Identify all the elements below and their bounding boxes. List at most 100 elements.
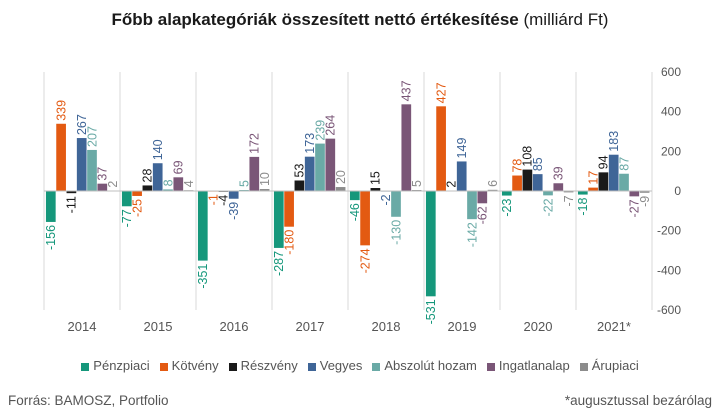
bar-6-2018 xyxy=(401,104,412,191)
data-label: -77 xyxy=(120,209,134,227)
bar-4-2017 xyxy=(304,156,315,191)
bar-3-2021* xyxy=(598,172,609,191)
bar-1-2017 xyxy=(273,191,284,248)
bar-3-2014 xyxy=(66,191,77,194)
bar-6-2020 xyxy=(553,183,564,191)
data-label: 239 xyxy=(313,120,327,141)
data-label: -62 xyxy=(476,206,490,224)
bar-2-2021* xyxy=(588,187,598,191)
bar-4-2014 xyxy=(76,138,87,191)
legend-label: Árupiaci xyxy=(591,358,639,373)
data-label: 69 xyxy=(172,160,186,174)
data-label: 172 xyxy=(248,133,262,154)
bar-6-2016 xyxy=(249,156,260,191)
bar-3-2015 xyxy=(142,185,153,191)
data-label: -39 xyxy=(227,202,241,220)
data-label: -287 xyxy=(272,251,286,276)
bar-3-2017 xyxy=(294,180,305,191)
data-label: -142 xyxy=(465,222,479,247)
legend-swatch xyxy=(486,362,495,371)
data-label: 17 xyxy=(586,171,600,185)
bar-2-2019 xyxy=(436,106,446,191)
bar-1-2015 xyxy=(121,191,132,207)
data-label: 39 xyxy=(552,166,566,180)
data-label: 264 xyxy=(324,115,338,136)
bar-4-2019 xyxy=(456,161,467,191)
data-label: 5 xyxy=(237,180,251,187)
data-label: 339 xyxy=(54,100,68,121)
legend-item: Kötvény xyxy=(159,358,219,373)
bar-2-2017 xyxy=(284,191,294,227)
bar-5-2018 xyxy=(391,191,401,217)
legend-label: Ingatlanalap xyxy=(498,358,570,373)
data-label: -351 xyxy=(196,264,210,289)
bar-2-2014 xyxy=(56,123,66,191)
legend-item: Ingatlanalap xyxy=(486,358,570,373)
x-tick-label: 2014 xyxy=(68,319,97,334)
x-tick-label: 2016 xyxy=(220,319,249,334)
bar-1-2014 xyxy=(45,191,56,222)
bar-7-2017 xyxy=(335,187,346,191)
data-label: 10 xyxy=(258,172,272,186)
data-label: -156 xyxy=(44,225,58,250)
data-label: -25 xyxy=(130,199,144,217)
bar-7-2016 xyxy=(259,189,270,191)
data-label: -23 xyxy=(500,199,514,217)
source-note: Forrás: BAMOSZ, Portfolio xyxy=(8,393,169,408)
legend-swatch xyxy=(81,362,90,371)
data-label: -531 xyxy=(424,299,438,324)
bar-7-2021* xyxy=(639,191,650,193)
data-label: 437 xyxy=(400,80,414,101)
bar-3-2020 xyxy=(522,169,533,191)
data-label: 140 xyxy=(151,139,165,160)
bar-4-2015 xyxy=(152,163,163,191)
data-label: -2 xyxy=(379,194,393,205)
bar-1-2018 xyxy=(349,191,360,201)
legend-swatch xyxy=(372,362,381,371)
x-tick-label: 2017 xyxy=(296,319,325,334)
y-tick-label: -400 xyxy=(657,263,681,277)
bar-6-2021* xyxy=(629,191,640,197)
data-label: 108 xyxy=(521,146,535,167)
bar-2-2020 xyxy=(512,175,522,191)
bar-6-2014 xyxy=(97,183,108,191)
legend-label: Pénzpiaci xyxy=(93,358,150,373)
data-label: -4 xyxy=(217,195,231,206)
legend-item: Árupiaci xyxy=(579,358,639,373)
chart-legend: Pénzpiaci Kötvény Részvény Vegyes Abszolút h… xyxy=(0,358,720,373)
legend-swatch xyxy=(579,362,588,371)
x-tick-label: 2020 xyxy=(524,319,553,334)
bar-1-2016 xyxy=(197,191,208,261)
data-label: 20 xyxy=(334,170,348,184)
x-tick-label: 2019 xyxy=(448,319,477,334)
data-label: 2 xyxy=(445,181,459,188)
data-label: 427 xyxy=(434,82,448,103)
data-label: -274 xyxy=(358,248,372,273)
data-label: 87 xyxy=(617,157,631,171)
legend-item: Pénzpiaci xyxy=(81,358,150,373)
data-label: 2 xyxy=(106,181,120,188)
y-tick-label: 0 xyxy=(674,184,681,198)
bar-4-2021* xyxy=(608,154,619,191)
data-label: -7 xyxy=(562,195,576,206)
data-label: 37 xyxy=(96,167,110,181)
data-label: -1 xyxy=(206,194,220,205)
chart-title-unit: (milliárd Ft) xyxy=(523,10,609,29)
data-label: 15 xyxy=(369,171,383,185)
bar-5-2014 xyxy=(87,149,97,191)
bar-5-2020 xyxy=(543,191,553,196)
bar-5-2019 xyxy=(467,191,477,220)
data-label: 267 xyxy=(75,114,89,135)
data-label: 53 xyxy=(293,164,307,178)
legend-item: Abszolút hozam xyxy=(372,358,477,373)
bar-1-2020 xyxy=(501,191,512,196)
x-tick-label: 2015 xyxy=(144,319,173,334)
bar-6-2015 xyxy=(173,177,184,191)
data-label: 6 xyxy=(486,180,500,187)
bar-1-2019 xyxy=(425,191,436,297)
bar-2-2018 xyxy=(360,191,370,246)
bar-5-2017 xyxy=(315,143,325,191)
data-label: 4 xyxy=(182,180,196,187)
data-label: -180 xyxy=(282,230,296,255)
